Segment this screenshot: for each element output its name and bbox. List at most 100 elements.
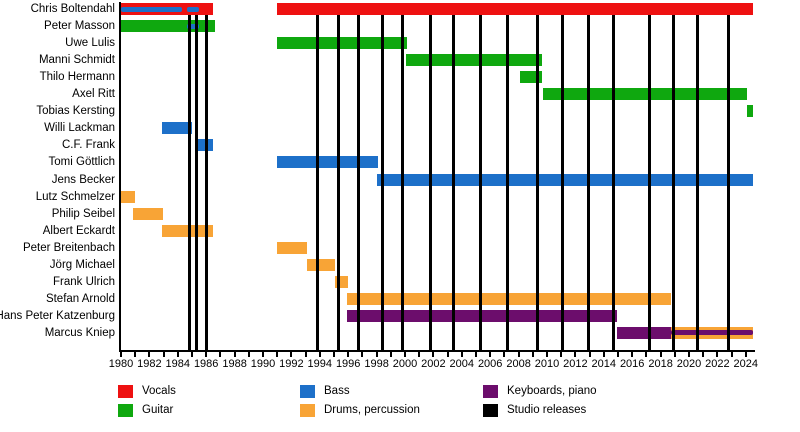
member-name-label: Tobias Kersting xyxy=(36,105,115,118)
member-name-label: Philip Seibel xyxy=(51,207,115,220)
axis-tick xyxy=(517,352,520,357)
member-name-label: Jens Becker xyxy=(51,173,115,186)
axis-tick xyxy=(503,352,506,357)
axis-tick xyxy=(404,352,406,357)
member-bar-vocals xyxy=(277,3,753,15)
member-name-label: Tomi Göttlich xyxy=(48,156,115,169)
legend-swatch-releases xyxy=(483,404,498,417)
member-bar-guitar xyxy=(406,54,543,67)
studio-release-line xyxy=(205,15,209,350)
studio-release-line xyxy=(505,15,509,350)
axis-tick xyxy=(631,352,634,357)
studio-release-line xyxy=(696,15,700,350)
studio-release-line xyxy=(188,15,192,350)
axis-tick xyxy=(446,352,449,357)
axis-tick xyxy=(617,352,619,357)
axis-tick xyxy=(702,352,705,357)
studio-release-line xyxy=(586,15,590,350)
studio-release-line xyxy=(561,15,565,350)
axis-tick xyxy=(276,352,279,357)
axis-year-label: 1998 xyxy=(364,358,389,370)
axis-tick xyxy=(560,352,563,357)
axis-year-label: 2018 xyxy=(648,358,673,370)
member-bar-keyboards xyxy=(616,326,671,339)
legend-swatch-vocals xyxy=(118,385,133,398)
axis-tick xyxy=(546,352,548,357)
member-name-label: Chris Boltendahl xyxy=(30,3,115,15)
axis-tick xyxy=(432,352,435,357)
member-overlay-bass xyxy=(121,6,183,12)
legend-label-bass: Bass xyxy=(324,385,350,397)
member-bar-guitar xyxy=(747,105,753,118)
studio-release-line xyxy=(356,15,360,350)
member-name-label: Peter Masson xyxy=(44,20,115,33)
axis-tick xyxy=(489,352,492,357)
axis-tick xyxy=(191,352,193,357)
axis-tick xyxy=(134,352,137,357)
member-bar-bass xyxy=(377,173,753,186)
axis-tick xyxy=(247,352,250,357)
axis-year-label: 1994 xyxy=(307,358,333,370)
legend-label-drums: Drums, percussion xyxy=(324,404,420,416)
legend-label-releases: Studio releases xyxy=(507,404,587,416)
axis-tick xyxy=(688,352,690,357)
member-name-label: Uwe Lulis xyxy=(65,37,115,50)
studio-release-line xyxy=(195,15,199,350)
studio-release-line xyxy=(380,15,384,350)
studio-release-line xyxy=(612,15,616,350)
axis-tick xyxy=(645,352,648,357)
axis-tick xyxy=(318,352,321,357)
member-bar-drums xyxy=(162,224,214,237)
axis-tick xyxy=(375,352,378,357)
member-name-label: Albert Eckardt xyxy=(42,224,115,237)
axis-year-label: 1988 xyxy=(222,358,247,370)
axis-year-label: 2000 xyxy=(392,358,418,370)
axis-year-label: 1986 xyxy=(193,358,219,370)
axis-tick xyxy=(716,352,719,357)
axis-tick xyxy=(233,352,236,357)
axis-tick xyxy=(219,352,222,357)
axis-tick xyxy=(361,352,364,357)
axis-year-label: 2004 xyxy=(449,358,475,370)
axis-tick xyxy=(659,352,662,357)
axis-tick xyxy=(673,352,676,357)
axis-year-label: 2010 xyxy=(534,358,560,370)
studio-release-line xyxy=(451,15,455,350)
axis-year-label: 2008 xyxy=(506,358,531,370)
member-name-label: Hans Peter Katzenburg xyxy=(0,309,115,322)
member-name-label: Axel Ritt xyxy=(72,88,115,101)
axis-tick xyxy=(120,352,122,357)
axis-tick xyxy=(574,352,577,357)
axis-tick xyxy=(602,352,605,357)
axis-year-label: 2024 xyxy=(733,358,759,370)
axis-tick xyxy=(588,352,591,357)
x-axis-line xyxy=(119,350,755,352)
member-name-label: Frank Ulrich xyxy=(53,275,115,288)
axis-tick xyxy=(531,352,534,357)
axis-tick xyxy=(304,352,307,357)
axis-tick xyxy=(176,352,179,357)
member-name-label: Manni Schmidt xyxy=(38,54,115,67)
member-overlay-keyboards xyxy=(670,330,753,336)
member-name-label: C.F. Frank xyxy=(61,139,115,152)
axis-tick xyxy=(475,352,477,357)
member-bar-drums xyxy=(307,258,336,271)
axis-tick xyxy=(262,352,264,357)
member-bar-drums xyxy=(277,241,307,254)
axis-year-label: 2020 xyxy=(676,358,702,370)
member-name-label: Stefan Arnold xyxy=(45,292,115,305)
axis-tick xyxy=(389,352,392,357)
axis-tick xyxy=(418,352,421,357)
studio-release-line xyxy=(535,15,539,350)
axis-tick xyxy=(347,352,350,357)
studio-release-line xyxy=(671,15,675,350)
member-bar-drums xyxy=(347,292,671,305)
studio-release-line xyxy=(429,15,433,350)
studio-release-line xyxy=(400,15,404,350)
member-bar-guitar xyxy=(520,71,543,84)
member-name-label: Jörg Michael xyxy=(49,258,115,271)
member-bar-keyboards xyxy=(347,309,617,322)
axis-year-label: 2014 xyxy=(591,358,617,370)
axis-year-label: 1982 xyxy=(137,358,162,370)
member-bar-drums xyxy=(133,207,163,220)
